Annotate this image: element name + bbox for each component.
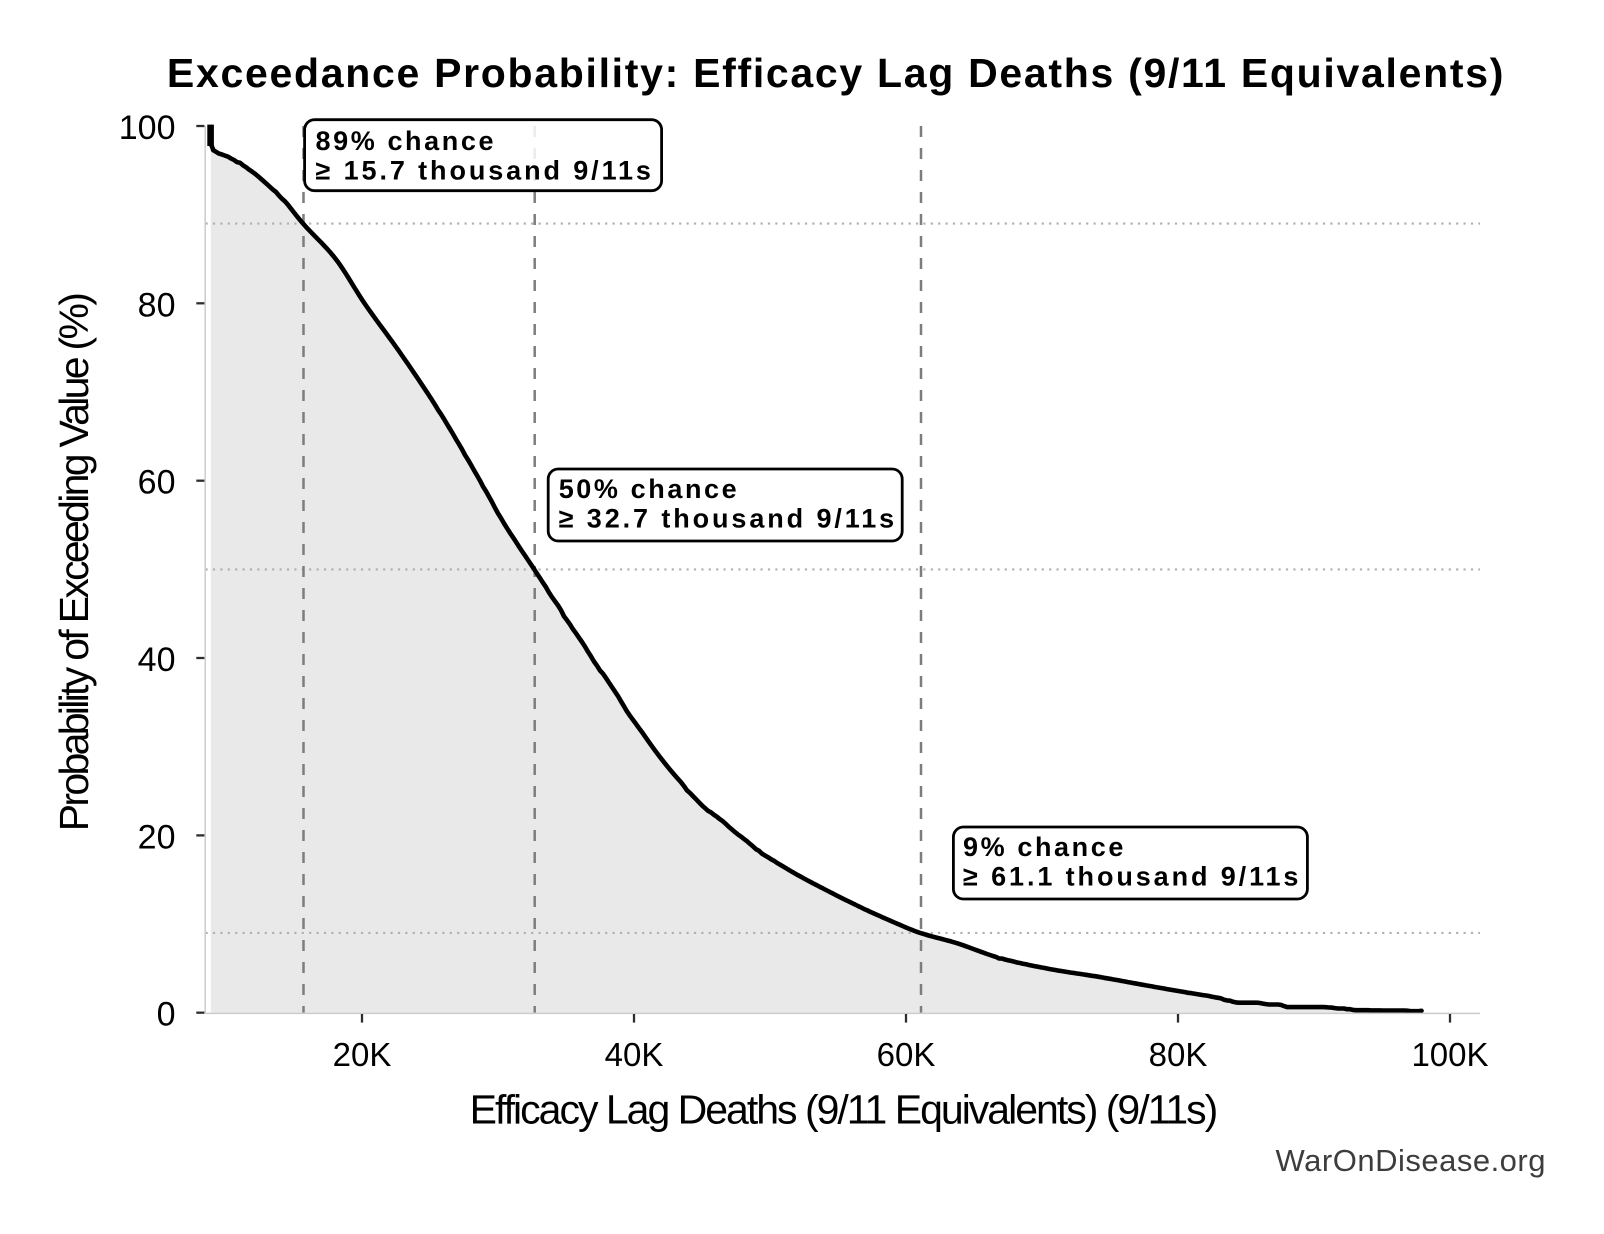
svg-text:9% chance: 9% chance	[963, 832, 1126, 862]
svg-text:100: 100	[119, 109, 176, 147]
svg-text:0: 0	[157, 996, 176, 1034]
svg-text:80K: 80K	[1149, 1036, 1208, 1073]
svg-text:≥ 61.1 thousand 9/11s: ≥ 61.1 thousand 9/11s	[963, 861, 1301, 891]
svg-text:40K: 40K	[605, 1036, 664, 1073]
svg-text:60: 60	[138, 464, 176, 502]
svg-text:100K: 100K	[1411, 1036, 1488, 1073]
svg-text:Exceedance Probability: Effica: Exceedance Probability: Efficacy Lag Dea…	[167, 50, 1505, 96]
svg-text:80: 80	[138, 286, 176, 324]
svg-text:WarOnDisease.org: WarOnDisease.org	[1276, 1143, 1546, 1178]
svg-text:20: 20	[138, 818, 176, 856]
svg-text:40: 40	[138, 641, 176, 679]
svg-text:≥ 15.7 thousand 9/11s: ≥ 15.7 thousand 9/11s	[316, 155, 654, 185]
svg-text:89% chance: 89% chance	[316, 126, 497, 156]
svg-text:60K: 60K	[877, 1036, 936, 1073]
svg-text:Probability of Exceeding Value: Probability of Exceeding Value (%)	[51, 294, 97, 831]
svg-text:≥ 32.7 thousand 9/11s: ≥ 32.7 thousand 9/11s	[559, 503, 897, 533]
svg-text:20K: 20K	[333, 1036, 392, 1073]
svg-text:50% chance: 50% chance	[559, 474, 740, 504]
svg-text:Efficacy Lag Deaths (9/11 Equi: Efficacy Lag Deaths (9/11 Equivalents) (…	[470, 1086, 1217, 1132]
